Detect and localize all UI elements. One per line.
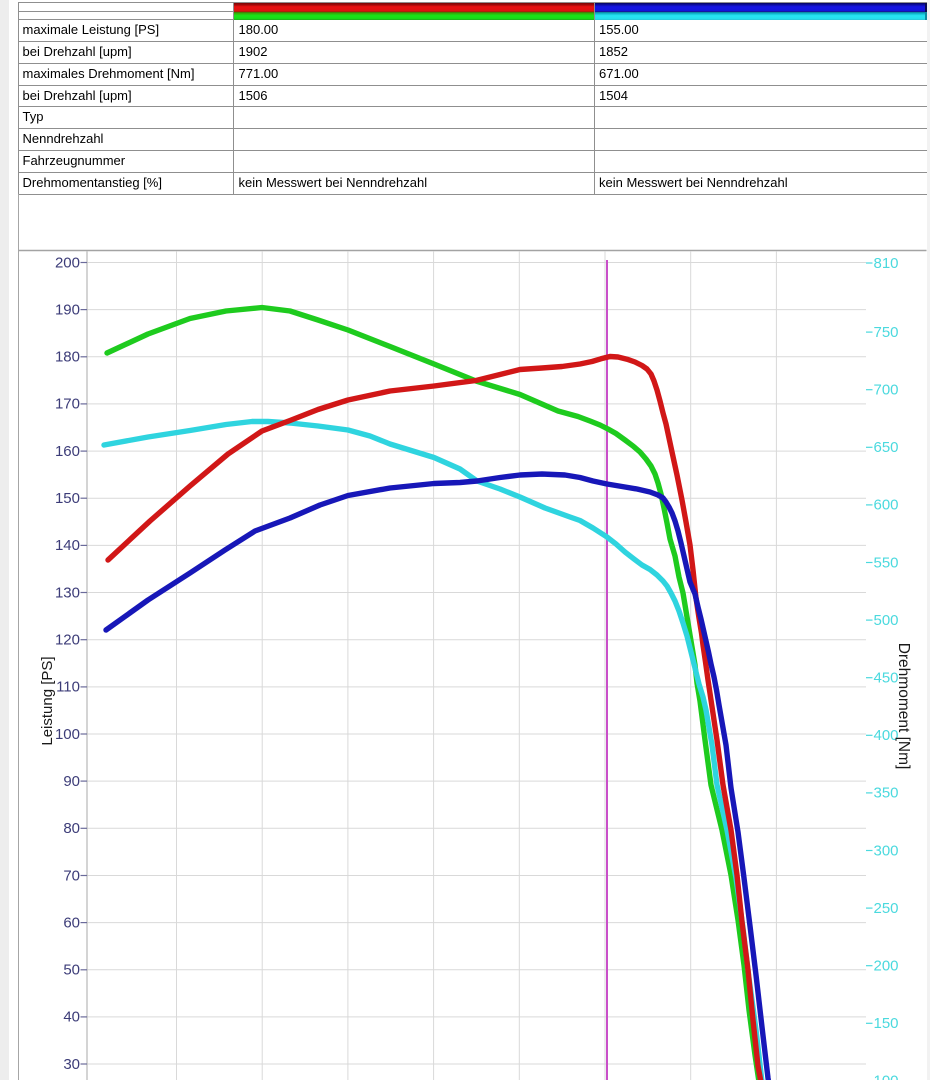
svg-text:50: 50 <box>63 962 80 979</box>
svg-text:600: 600 <box>874 497 899 514</box>
svg-text:100: 100 <box>874 1073 899 1080</box>
svg-text:60: 60 <box>63 914 80 931</box>
svg-text:110: 110 <box>56 679 80 696</box>
svg-text:300: 300 <box>874 842 899 859</box>
svg-text:140: 140 <box>55 537 80 554</box>
svg-text:350: 350 <box>874 785 899 802</box>
svg-text:650: 650 <box>874 439 899 456</box>
svg-text:Drehmoment [Nm]: Drehmoment [Nm] <box>895 643 912 770</box>
svg-text:250: 250 <box>874 900 899 917</box>
svg-text:550: 550 <box>874 554 899 571</box>
svg-text:120: 120 <box>55 632 80 649</box>
svg-text:810: 810 <box>874 255 899 272</box>
svg-text:70: 70 <box>63 867 80 884</box>
svg-text:150: 150 <box>55 490 80 507</box>
svg-text:450: 450 <box>874 670 899 687</box>
svg-text:150: 150 <box>874 1015 899 1032</box>
svg-text:400: 400 <box>874 727 899 744</box>
svg-text:30: 30 <box>63 1056 80 1073</box>
svg-text:700: 700 <box>874 382 899 399</box>
svg-text:Leistung [PS]: Leistung [PS] <box>39 656 56 745</box>
svg-text:80: 80 <box>63 820 80 837</box>
svg-text:100: 100 <box>55 726 80 743</box>
svg-text:170: 170 <box>55 396 80 413</box>
svg-text:180: 180 <box>55 349 80 366</box>
svg-text:500: 500 <box>874 612 899 629</box>
svg-text:200: 200 <box>55 254 80 271</box>
svg-text:200: 200 <box>874 958 899 975</box>
svg-text:160: 160 <box>55 443 80 460</box>
svg-text:90: 90 <box>63 773 80 790</box>
svg-text:190: 190 <box>55 301 80 318</box>
svg-text:40: 40 <box>63 1009 80 1026</box>
svg-text:130: 130 <box>55 584 80 601</box>
svg-text:750: 750 <box>874 324 899 341</box>
